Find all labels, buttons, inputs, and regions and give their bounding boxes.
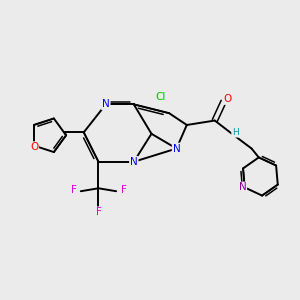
Text: O: O — [223, 94, 231, 104]
Text: N: N — [102, 99, 110, 110]
Text: N: N — [172, 143, 180, 154]
Text: N: N — [238, 182, 246, 193]
Text: H: H — [232, 128, 239, 137]
Text: Cl: Cl — [155, 92, 166, 102]
Text: F: F — [70, 185, 76, 195]
Text: F: F — [95, 207, 101, 218]
Text: F: F — [121, 185, 126, 195]
Text: N: N — [130, 157, 138, 167]
Text: O: O — [30, 142, 38, 152]
